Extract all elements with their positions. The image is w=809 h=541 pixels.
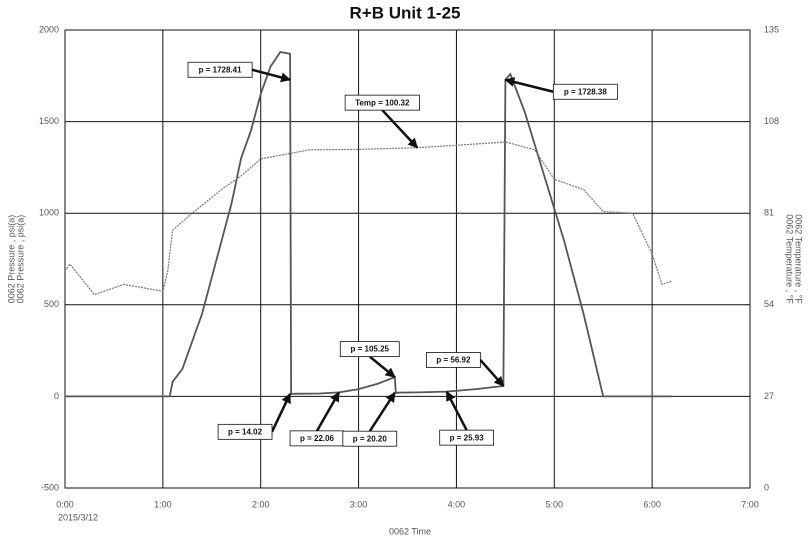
annotation-arrow bbox=[445, 390, 468, 431]
y2-tick-label: 0 bbox=[764, 482, 769, 492]
annotation-arrow bbox=[504, 77, 554, 93]
x-tick-label: 6:00 bbox=[643, 499, 661, 509]
annotation-box bbox=[439, 429, 494, 446]
y2-tick-label: 135 bbox=[764, 24, 779, 34]
annotation-label: p = 20.20 bbox=[353, 434, 388, 443]
annotation-label: p = 105.25 bbox=[351, 345, 390, 354]
x-tick-label: 5:00 bbox=[546, 499, 564, 509]
y2-tick-label: 81 bbox=[764, 208, 774, 218]
x-tick-label: 2:00 bbox=[252, 499, 270, 509]
annotation-arrow bbox=[251, 68, 292, 83]
annotation-arrow bbox=[368, 355, 396, 379]
y-tick-label: 1000 bbox=[39, 208, 59, 218]
annotation-label: Temp = 100.32 bbox=[355, 98, 410, 107]
annotation-label: p = 25.93 bbox=[450, 433, 485, 442]
x-axis-label: 0062 Time bbox=[389, 526, 431, 536]
annotation-label: p = 14.02 bbox=[228, 427, 263, 436]
x-tick-label: 1:00 bbox=[154, 499, 172, 509]
y2-axis-label: 0062 Temperature , °F bbox=[794, 214, 804, 304]
annotation-box bbox=[344, 94, 420, 111]
x-tick-label: 4:00 bbox=[448, 499, 466, 509]
y2-tick-label: 108 bbox=[764, 116, 779, 126]
y-tick-label: 2000 bbox=[39, 24, 59, 34]
x-tick-label: 3:00 bbox=[350, 499, 368, 509]
x-tick-label: 0:00 bbox=[56, 499, 74, 509]
annotation-box bbox=[552, 83, 618, 100]
annotation-label: p = 22.06 bbox=[300, 434, 335, 443]
annotation-arrow bbox=[270, 392, 292, 433]
y2-tick-label: 27 bbox=[764, 391, 774, 401]
y-axis-label: 0062 Pressure , psi(a) bbox=[6, 215, 16, 304]
y-tick-label: -500 bbox=[41, 482, 59, 492]
y-tick-label: 0 bbox=[54, 391, 59, 401]
annotation-box bbox=[342, 430, 398, 447]
temperature-line bbox=[64, 141, 672, 296]
y2-tick-label: 54 bbox=[764, 299, 774, 309]
annotation-label: p = 1728.38 bbox=[564, 87, 607, 96]
annotation-arrow bbox=[368, 391, 396, 432]
pressure-line bbox=[65, 51, 672, 398]
y-axis-label: 0062 Pressure , psi(a) bbox=[15, 215, 25, 304]
x-date-label: 2015/3/12 bbox=[58, 512, 98, 522]
annotation-label: p = 1728.41 bbox=[199, 65, 242, 74]
annotation-box bbox=[217, 423, 273, 440]
annotation-arrow bbox=[381, 109, 419, 149]
annotation-arrow bbox=[315, 391, 341, 432]
annotation-label: p = 56.92 bbox=[436, 356, 471, 365]
annotation-box bbox=[339, 341, 400, 358]
annotation-arrow bbox=[479, 359, 505, 387]
y-tick-label: 1500 bbox=[39, 116, 59, 126]
y2-axis-label: 0062 Temperature , °F bbox=[785, 214, 795, 304]
annotation-box bbox=[426, 352, 481, 368]
x-tick-label: 7:00 bbox=[741, 499, 759, 509]
y-tick-label: 500 bbox=[44, 299, 59, 309]
annotation-box bbox=[187, 61, 253, 78]
chart-title: R+B Unit 1-25 bbox=[350, 3, 461, 22]
